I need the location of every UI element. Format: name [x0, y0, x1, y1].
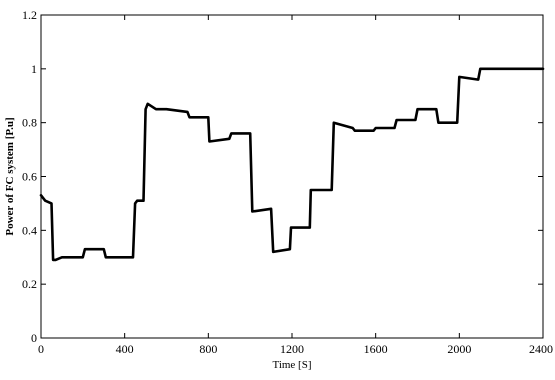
x-tick-label: 800 — [199, 342, 217, 356]
y-tick-label: 1.2 — [22, 8, 37, 22]
x-tick-label: 2000 — [447, 342, 471, 356]
x-tick-label: 400 — [116, 342, 134, 356]
x-axis-title: Time [S] — [272, 359, 311, 371]
y-tick-label: 0.2 — [22, 277, 37, 291]
y-tick-label: 0.4 — [22, 223, 37, 237]
series-line-0 — [39, 67, 545, 262]
x-tick-label: 1600 — [364, 342, 388, 356]
y-tick-label: 0.6 — [22, 170, 37, 184]
plot-frame — [40, 14, 544, 339]
series-layer — [39, 67, 545, 262]
x-tick-label: 1200 — [280, 342, 304, 356]
y-axis-ticks: 0 0.2 0.4 0.6 0.8 1 1.2 — [22, 8, 543, 345]
plot-area — [40, 14, 544, 339]
y-tick-label: 1 — [31, 62, 37, 76]
y-tick-label: 0 — [31, 331, 37, 345]
x-axis-ticks: 0 400 800 1200 1600 2000 2400 — [38, 15, 553, 356]
y-tick-label: 0.8 — [22, 116, 37, 130]
x-tick-label: 2400 — [529, 342, 553, 356]
x-tick-label: 0 — [38, 342, 44, 356]
y-axis-title: Power of FC system [P.u] — [4, 117, 16, 235]
